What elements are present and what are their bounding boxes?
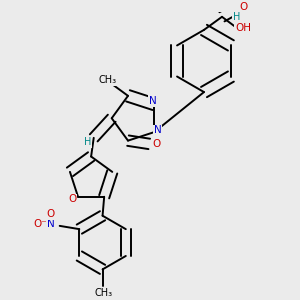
Text: O: O: [68, 194, 76, 204]
Text: O⁻: O⁻: [33, 219, 47, 229]
Text: O: O: [152, 139, 160, 149]
Text: N: N: [154, 125, 161, 135]
Text: OH: OH: [235, 23, 251, 33]
Text: H: H: [84, 137, 92, 147]
Text: ⁺: ⁺: [33, 220, 37, 229]
Text: CH₃: CH₃: [98, 75, 116, 85]
Text: H: H: [233, 13, 240, 22]
Text: O: O: [46, 209, 55, 219]
Text: N: N: [47, 219, 54, 229]
Text: CH₃: CH₃: [94, 288, 112, 298]
Text: O: O: [239, 2, 248, 12]
Text: N: N: [149, 96, 157, 106]
